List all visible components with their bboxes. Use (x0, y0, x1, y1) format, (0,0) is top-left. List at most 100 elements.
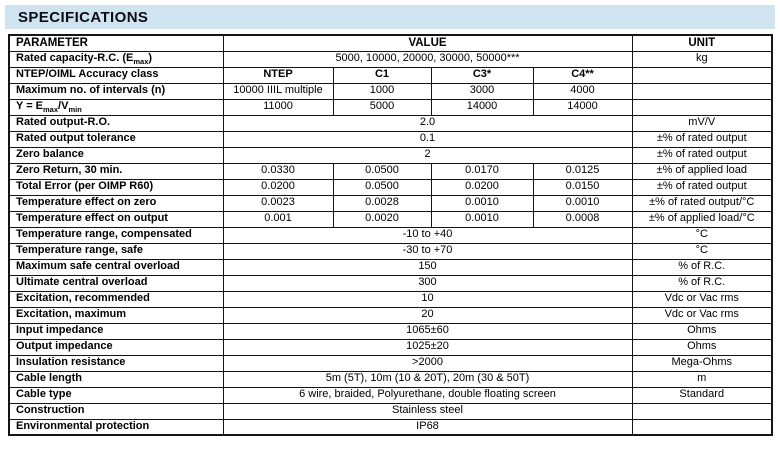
value-cell: 14000 (532, 98, 633, 116)
value-cell: 0.0500 (332, 178, 432, 196)
table-row: Rated output tolerance 0.1 ±% of rated out… (8, 130, 773, 148)
table-row: Rated capacity-R.C. (Emax) 5000, 10000, 2… (8, 50, 773, 68)
unit-cell (631, 66, 773, 84)
value-cell: C3* (430, 66, 534, 84)
unit-cell: m (631, 370, 773, 388)
parameter-cell: Total Error (per OIMP R60) (8, 178, 224, 196)
value-cell: IP68 (222, 418, 633, 436)
table-row: Temperature range, compensated -10 to +40… (8, 226, 773, 244)
table-row: Y = Emax/Vmin 11000 5000 14000 14000 (8, 98, 773, 116)
value-cell: 0.0500 (332, 162, 432, 180)
parameter-cell: Cable type (8, 386, 224, 404)
unit-cell: °C (631, 242, 773, 260)
value-cell: 0.001 (222, 210, 334, 228)
unit-cell: Ohms (631, 338, 773, 356)
parameter-cell: Excitation, recommended (8, 290, 224, 308)
value-cell: 1000 (332, 82, 432, 100)
value-cell: 0.0200 (430, 178, 534, 196)
table-row: Ultimate central overload 300% of R.C. (8, 274, 773, 292)
table-row: Environmental protection IP68 (8, 418, 773, 436)
table-row: Input impedance 1065±60 Ohms (8, 322, 773, 340)
parameter-cell: Maximum safe central overload (8, 258, 224, 276)
table-row: Zero balance 2 ±% of rated output (8, 146, 773, 164)
value-cell: 11000 (222, 98, 334, 116)
table-header-row: PARAMETER VALUE UNIT (8, 34, 773, 52)
table-row: Total Error (per OIMP R60) 0.0200 0.0500 0.… (8, 178, 773, 196)
parameter-cell: Rated output tolerance (8, 130, 224, 148)
unit-cell: ±% of rated output (631, 130, 773, 148)
table-row: Excitation, maximum 20 Vdc or Vac rms (8, 306, 773, 324)
value-cell: 0.0330 (222, 162, 334, 180)
unit-cell: °C (631, 226, 773, 244)
unit-cell (631, 402, 773, 420)
parameter-cell: Temperature effect on output (8, 210, 224, 228)
value-cell: Stainless steel (222, 402, 633, 420)
table-row: Maximum safe central overload 150% of R.C… (8, 258, 773, 276)
value-cell: 3000 (430, 82, 534, 100)
parameter-cell: Input impedance (8, 322, 224, 340)
value-cell: 0.0150 (532, 178, 633, 196)
unit-cell: ±% of rated output (631, 146, 773, 164)
unit-cell: % of R.C. (631, 258, 773, 276)
value-cell: 14000 (430, 98, 534, 116)
value-cell: 150 (222, 258, 633, 276)
value-cell: 0.0200 (222, 178, 334, 196)
table-row: Temperature effect on output 0.001 0.0020 0… (8, 210, 773, 228)
unit-cell: ±% of applied load (631, 162, 773, 180)
value-cell: 0.0028 (332, 194, 432, 212)
parameter-cell: Output impedance (8, 338, 224, 356)
table-row: Temperature effect on zero 0.0023 0.0028 0.… (8, 194, 773, 212)
value-cell: 5m (5T), 10m (10 & 20T), 20m (30 & 50T) (222, 370, 633, 388)
parameter-cell: Temperature range, safe (8, 242, 224, 260)
unit-cell: mV/V (631, 114, 773, 132)
unit-cell: kg (631, 50, 773, 68)
value-cell: 0.0125 (532, 162, 633, 180)
value-cell: 0.0020 (332, 210, 432, 228)
value-cell: 0.0010 (430, 194, 534, 212)
section-header-banner: SPECIFICATIONS (5, 5, 775, 29)
table-row: Cable length 5m (5T), 10m (10 & 20T), 20m… (8, 370, 773, 388)
value-cell: 5000 (332, 98, 432, 116)
value-cell: C4** (532, 66, 633, 84)
parameter-cell: Zero Return, 30 min. (8, 162, 224, 180)
parameter-cell: Y = Emax/Vmin (8, 98, 224, 116)
section-title: SPECIFICATIONS (18, 8, 149, 26)
value-cell: >2000 (222, 354, 633, 372)
table-row: Cable type 6 wire, braided, Polyurethane,… (8, 386, 773, 404)
parameter-cell: Insulation resistance (8, 354, 224, 372)
value-cell: 10 (222, 290, 633, 308)
unit-cell: Standard (631, 386, 773, 404)
value-cell: 0.0010 (430, 210, 534, 228)
parameter-cell: Rated output-R.O. (8, 114, 224, 132)
value-cell: 4000 (532, 82, 633, 100)
parameter-cell: Cable length (8, 370, 224, 388)
table-row: Output impedance 1025±20 Ohms (8, 338, 773, 356)
value-cell: 20 (222, 306, 633, 324)
parameter-cell: Ultimate central overload (8, 274, 224, 292)
value-cell: -10 to +40 (222, 226, 633, 244)
column-header-parameter: PARAMETER (8, 34, 224, 52)
unit-cell: Ohms (631, 322, 773, 340)
table-row: Rated output-R.O. 2.0 mV/V (8, 114, 773, 132)
value-cell: 0.0008 (532, 210, 633, 228)
value-cell: 10000 IIIL multiple (222, 82, 334, 100)
value-cell: 1025±20 (222, 338, 633, 356)
unit-cell: ±% of rated output (631, 178, 773, 196)
unit-cell: Vdc or Vac rms (631, 306, 773, 324)
unit-cell: ±% of rated output/°C (631, 194, 773, 212)
table-row: Insulation resistance >2000 Mega-Ohms (8, 354, 773, 372)
value-cell: NTEP (222, 66, 334, 84)
unit-cell: Mega-Ohms (631, 354, 773, 372)
table-row: Excitation, recommended 10 Vdc or Vac rms (8, 290, 773, 308)
unit-cell: ±% of applied load/°C (631, 210, 773, 228)
table-row: Zero Return, 30 min. 0.0330 0.0500 0.0170 0.… (8, 162, 773, 180)
parameter-cell: Excitation, maximum (8, 306, 224, 324)
parameter-cell: Construction (8, 402, 224, 420)
parameter-cell: Temperature effect on zero (8, 194, 224, 212)
parameter-cell: Zero balance (8, 146, 224, 164)
table-row: Temperature range, safe -30 to +70 °C (8, 242, 773, 260)
value-cell: 0.0010 (532, 194, 633, 212)
value-cell: 5000, 10000, 20000, 30000, 50000*** (222, 50, 633, 68)
table-row: NTEP/OIML Accuracy class NTEP C1 C3* C4** (8, 66, 773, 84)
column-header-value: VALUE (222, 34, 633, 52)
